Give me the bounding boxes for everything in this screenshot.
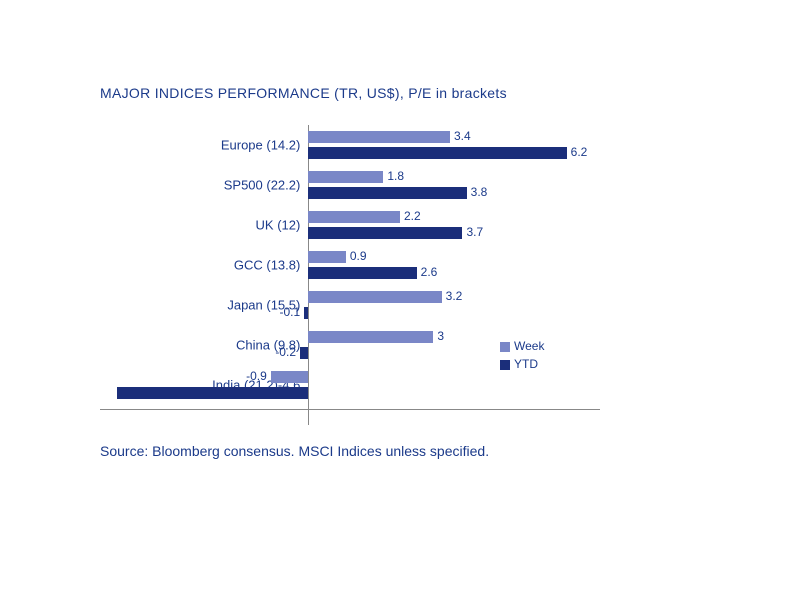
week-bar <box>308 211 400 223</box>
chart-row: Europe (14.2) 3.4 6.2 <box>100 125 600 165</box>
category-label: SP500 (22.2) <box>224 178 309 193</box>
week-bar <box>308 291 441 303</box>
ytd-bar <box>304 307 308 319</box>
ytd-bar <box>308 187 466 199</box>
ytd-value-label: 3.7 <box>467 225 484 239</box>
week-bar <box>308 131 450 143</box>
ytd-value-label: 6.2 <box>571 145 588 159</box>
week-value-label: 3.2 <box>446 289 463 303</box>
legend-label: YTD <box>514 357 538 371</box>
ytd-bar <box>117 387 309 399</box>
legend-swatch <box>500 360 510 370</box>
chart-row: Japan (15.5)3.2-0.1 <box>100 285 600 325</box>
legend-item: Week <box>500 339 544 353</box>
week-value-label: 0.9 <box>350 249 367 263</box>
chart-row: GCC (13.8) 0.9 2.6 <box>100 245 600 285</box>
chart-title: MAJOR INDICES PERFORMANCE (TR, US$), P/E… <box>100 85 700 101</box>
category-label: UK (12) <box>256 218 309 233</box>
ytd-bar <box>308 147 566 159</box>
ytd-value-label: -0.2 <box>275 345 296 359</box>
week-bar <box>308 331 433 343</box>
chart-source: Source: Bloomberg consensus. MSCI Indice… <box>100 443 700 459</box>
category-label: China (9.8) <box>236 338 308 353</box>
ytd-value-label: 2.6 <box>421 265 438 279</box>
week-bar <box>308 251 346 263</box>
week-value-label: -0.9 <box>246 369 267 383</box>
week-value-label: 2.2 <box>404 209 421 223</box>
legend-label: Week <box>514 339 544 353</box>
ytd-bar <box>308 267 416 279</box>
week-value-label: 1.8 <box>387 169 404 183</box>
chart-plot-area: Europe (14.2) 3.4 6.2 SP500 (22.2) 1.8 3.8 UK … <box>100 125 600 425</box>
indices-performance-chart: MAJOR INDICES PERFORMANCE (TR, US$), P/E… <box>100 85 700 459</box>
ytd-bar <box>308 227 462 239</box>
x-axis <box>100 409 600 410</box>
legend-item: YTD <box>500 357 544 371</box>
ytd-value-label: -0.1 <box>279 305 300 319</box>
legend: Week YTD <box>500 339 544 375</box>
week-value-label: 3.4 <box>454 129 471 143</box>
legend-swatch <box>500 342 510 352</box>
ytd-value-label: 3.8 <box>471 185 488 199</box>
category-label: GCC (13.8) <box>234 258 308 273</box>
week-bar <box>308 171 383 183</box>
week-bar <box>271 371 309 383</box>
category-label: Europe (14.2) <box>221 138 309 153</box>
chart-row: SP500 (22.2) 1.8 3.8 <box>100 165 600 205</box>
chart-row: UK (12) 2.2 3.7 <box>100 205 600 245</box>
ytd-bar <box>300 347 308 359</box>
week-value-label: 3 <box>437 329 444 343</box>
